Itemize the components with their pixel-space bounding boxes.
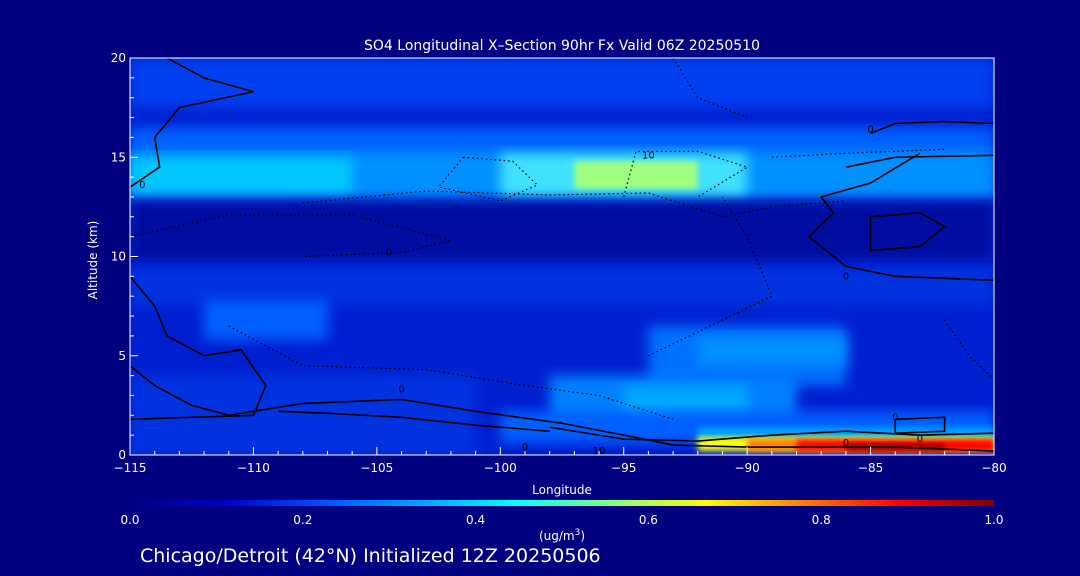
field-patch (130, 375, 476, 455)
contour-line (845, 154, 994, 168)
contour-label: 10 (642, 150, 655, 161)
y-axis-ticks: 0 5 10 15 20 (111, 51, 138, 462)
colorbar (130, 500, 994, 506)
field-patch (130, 58, 994, 108)
contour-line-dotted (771, 148, 945, 158)
colorbar-ticks: 0.0 0.2 0.4 0.6 0.8 1.0 (120, 513, 1003, 527)
x-tick-label: −105 (360, 461, 393, 475)
x-tick-label: −110 (237, 461, 270, 475)
contour-label: 0 (892, 412, 898, 423)
field-patch (204, 300, 328, 340)
contour-line (870, 120, 994, 135)
x-tick-label: −90 (734, 461, 759, 475)
field-patch (574, 161, 698, 190)
chart-title: SO4 Longitudinal X–Section 90hr Fx Valid… (364, 38, 760, 54)
contour-line-dotted (130, 214, 452, 258)
contour-line (549, 426, 994, 442)
x-tick-label: −95 (611, 461, 636, 475)
contour-line-dotted (944, 319, 994, 381)
colorbar-tick-label: 0.8 (812, 513, 831, 527)
contour-line (130, 58, 254, 188)
colorbar-tick-label: 0.2 (293, 513, 312, 527)
contour-line-dotted (437, 156, 539, 202)
contour-line (807, 152, 994, 282)
x-tick-label: −100 (484, 461, 517, 475)
colorbar-tick-label: 0.6 (639, 513, 658, 527)
colorbar-label-sup: 3 (575, 528, 581, 538)
contour-line (894, 416, 946, 434)
y-tick-label: 15 (111, 150, 126, 164)
y-tick-label: 5 (118, 349, 126, 363)
colorbar-label: (ug/m3) (539, 528, 585, 543)
contour-label: 0 (398, 384, 404, 395)
y-tick-label: 20 (111, 51, 126, 65)
contour-line (130, 365, 994, 452)
contour-label: 0 (867, 124, 873, 135)
contour-lines: 0 0 0 10 10 0 0 0 0 0 0 (130, 58, 994, 457)
contour-line-dotted (228, 325, 674, 420)
y-tick-label: 10 (111, 250, 126, 264)
contour-label: 0 (522, 442, 528, 453)
contour-line-dotted (648, 196, 773, 357)
x-axis-ticks: −115 −110 −105 −100 −95 −90 −85 −80 (114, 447, 1007, 475)
field-patch (130, 266, 994, 307)
x-tick-label: −115 (114, 461, 147, 475)
contour-line (278, 410, 550, 432)
heatmap-field (130, 58, 994, 455)
field-patch (130, 200, 994, 261)
x-axis-label: Longitude (532, 483, 592, 497)
field-patch (130, 157, 353, 193)
colorbar-tick-label: 1.0 (984, 513, 1003, 527)
colorbar-label-end: ) (580, 529, 585, 543)
contour-label: 0 (386, 248, 392, 259)
colorbar-label-main: (ug/m (539, 529, 575, 543)
x-tick-label: −80 (981, 461, 1006, 475)
y-axis-label: Altitude (km) (86, 221, 100, 300)
y-tick-label: 0 (118, 448, 126, 462)
field-patch (697, 335, 846, 366)
contour-line (869, 212, 947, 252)
contour-label: 10 (593, 446, 606, 457)
contour-label: 0 (139, 180, 145, 191)
contour-label: 0 (843, 271, 849, 282)
contour-line-dotted (623, 150, 749, 198)
x-tick-label: −85 (858, 461, 883, 475)
contour-label: 0 (843, 438, 849, 449)
colorbar-tick-label: 0.4 (466, 513, 485, 527)
contour-line-dotted (672, 58, 748, 119)
footer-caption: Chicago/Detroit (42°N) Initialized 12Z 2… (140, 545, 601, 567)
field-patch (623, 385, 748, 416)
colorbar-tick-label: 0.0 (120, 513, 139, 527)
contour-label: 0 (917, 434, 923, 445)
